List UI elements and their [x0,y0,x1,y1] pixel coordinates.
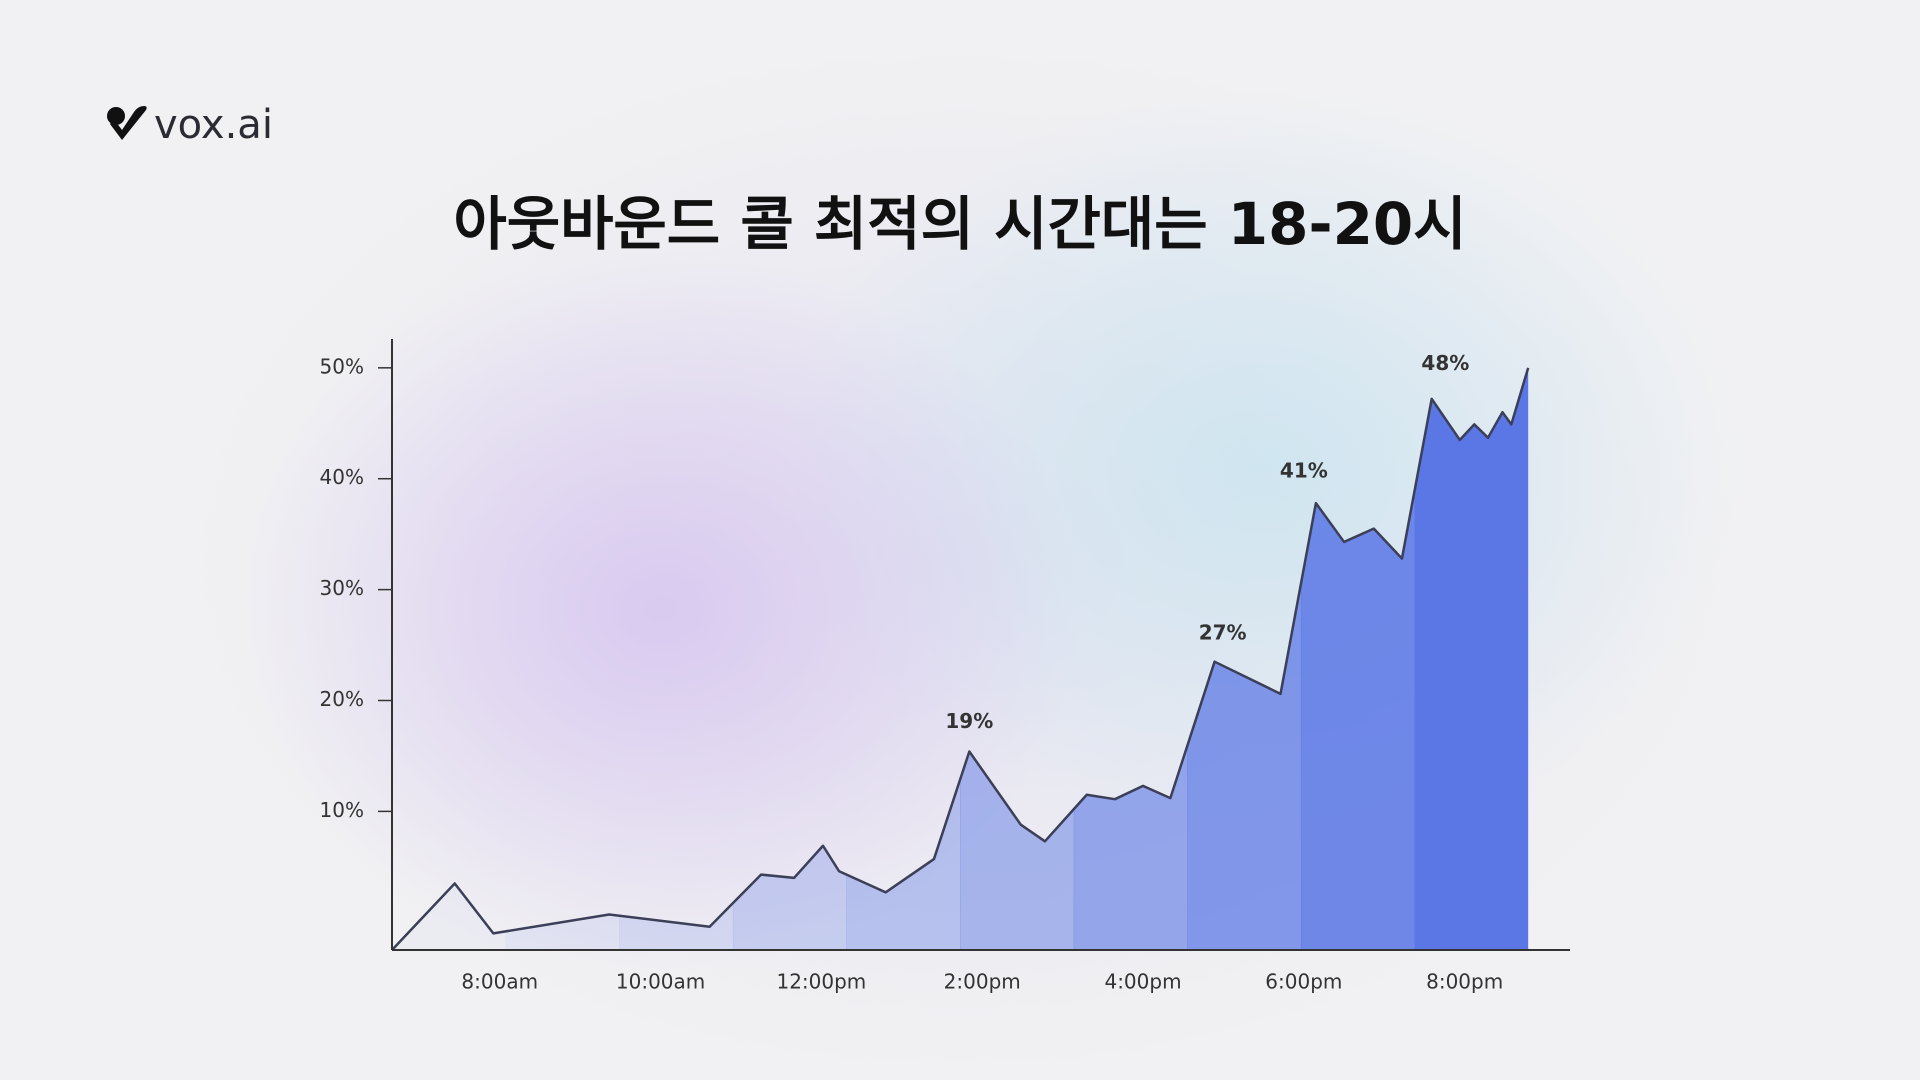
band [846,367,961,951]
x-tick-label: 2:00pm [944,970,1021,994]
line [391,367,1530,951]
area-bands [392,367,1529,951]
band [392,367,507,951]
x-tick-label: 6:00pm [1265,970,1342,994]
y-tick-label: 40% [320,465,364,489]
x-tick-label: 10:00am [616,970,705,994]
logo-icon [110,106,147,140]
x-tick-label: 4:00pm [1104,970,1181,994]
x-tick-label: 12:00pm [776,970,866,994]
band [1414,367,1529,951]
band [1300,367,1416,951]
y-tick-label: 30% [320,576,364,600]
logo-icon [107,107,125,125]
annotation: 19% [945,709,993,733]
chart-title: 아웃바운드 콜 최적의 시간대는 18-20시 [453,190,1466,258]
x-tick-label: 8:00pm [1426,970,1503,994]
brand: vox.ai [154,102,273,148]
logo: vox.ai [107,102,273,148]
band [619,367,734,951]
band [1073,367,1188,951]
y-tick-label: 10% [320,798,364,822]
annotation: 41% [1280,459,1328,483]
y-tick-label: 20% [320,687,364,711]
x-tick-label: 8:00am [461,970,538,994]
band [505,367,620,951]
annotation: 27% [1199,620,1247,644]
band [732,367,847,951]
band [1187,367,1302,951]
annotation: 48% [1421,351,1469,375]
band [960,367,1075,951]
y-tick-label: 50% [320,354,364,378]
